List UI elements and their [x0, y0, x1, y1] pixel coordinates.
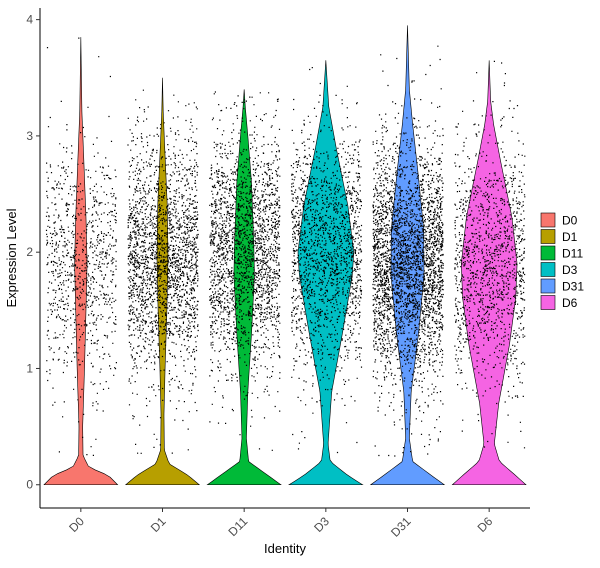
- legend-item-D6: D6: [540, 295, 578, 310]
- points-D6: [454, 60, 526, 449]
- x-tick-label: D11: [225, 514, 250, 539]
- legend-item-D31: D31: [540, 278, 584, 294]
- legend-item-D1: D1: [540, 229, 578, 244]
- violin-shape-D0: [43, 37, 119, 486]
- violin-D3: [288, 60, 364, 486]
- x-tick-label: D31: [388, 514, 414, 540]
- legend-item-D0: D0: [540, 212, 578, 228]
- x-tick-label: D6: [475, 514, 496, 535]
- plot-area: [43, 25, 527, 486]
- legend-label: D6: [562, 296, 578, 310]
- points-D1: [127, 89, 199, 454]
- y-tick-label: 0: [26, 478, 33, 492]
- legend-label: D0: [562, 214, 578, 228]
- points-D11: [209, 91, 281, 451]
- violin-D0: [43, 37, 119, 486]
- x-axis-title: Identity: [264, 541, 306, 556]
- x-ticks: D0 D1 D11 D3 D31 D6: [66, 508, 496, 540]
- legend-item-D3: D3: [540, 262, 578, 277]
- legend-label: D11: [562, 247, 583, 261]
- y-tick-label: 4: [26, 13, 33, 27]
- legend-swatch: [540, 245, 556, 261]
- legend-swatch: [540, 229, 556, 244]
- x-tick-label: D3: [311, 514, 332, 535]
- violin-D1: [124, 77, 201, 486]
- x-tick-label: D1: [148, 514, 169, 535]
- legend-item-D11: D11: [540, 245, 583, 261]
- y-ticks: 0 1 2 3 4: [26, 13, 40, 492]
- legend-swatch: [540, 212, 556, 228]
- y-tick-label: 1: [26, 361, 33, 375]
- x-tick-label: D0: [66, 514, 87, 535]
- violin-shape-D6: [451, 60, 527, 486]
- points-D3: [290, 67, 363, 454]
- legend-swatch: [540, 295, 556, 310]
- legend-swatch: [540, 278, 556, 294]
- legend-label: D3: [562, 263, 578, 277]
- y-tick-label: 2: [26, 245, 33, 259]
- violin-shape-D3: [288, 60, 364, 486]
- legend-swatch: [540, 262, 556, 277]
- violin-D11: [206, 89, 282, 486]
- legend-label: D31: [562, 280, 584, 294]
- violin-D31: [369, 25, 446, 486]
- legend-label: D1: [562, 230, 578, 244]
- y-tick-label: 3: [26, 129, 33, 143]
- violin-D6: [451, 60, 527, 486]
- axes: [39, 8, 530, 509]
- legend: D0 D1 D11 D3 D31 D6: [540, 212, 584, 310]
- y-axis-title: Expression Level: [4, 208, 19, 307]
